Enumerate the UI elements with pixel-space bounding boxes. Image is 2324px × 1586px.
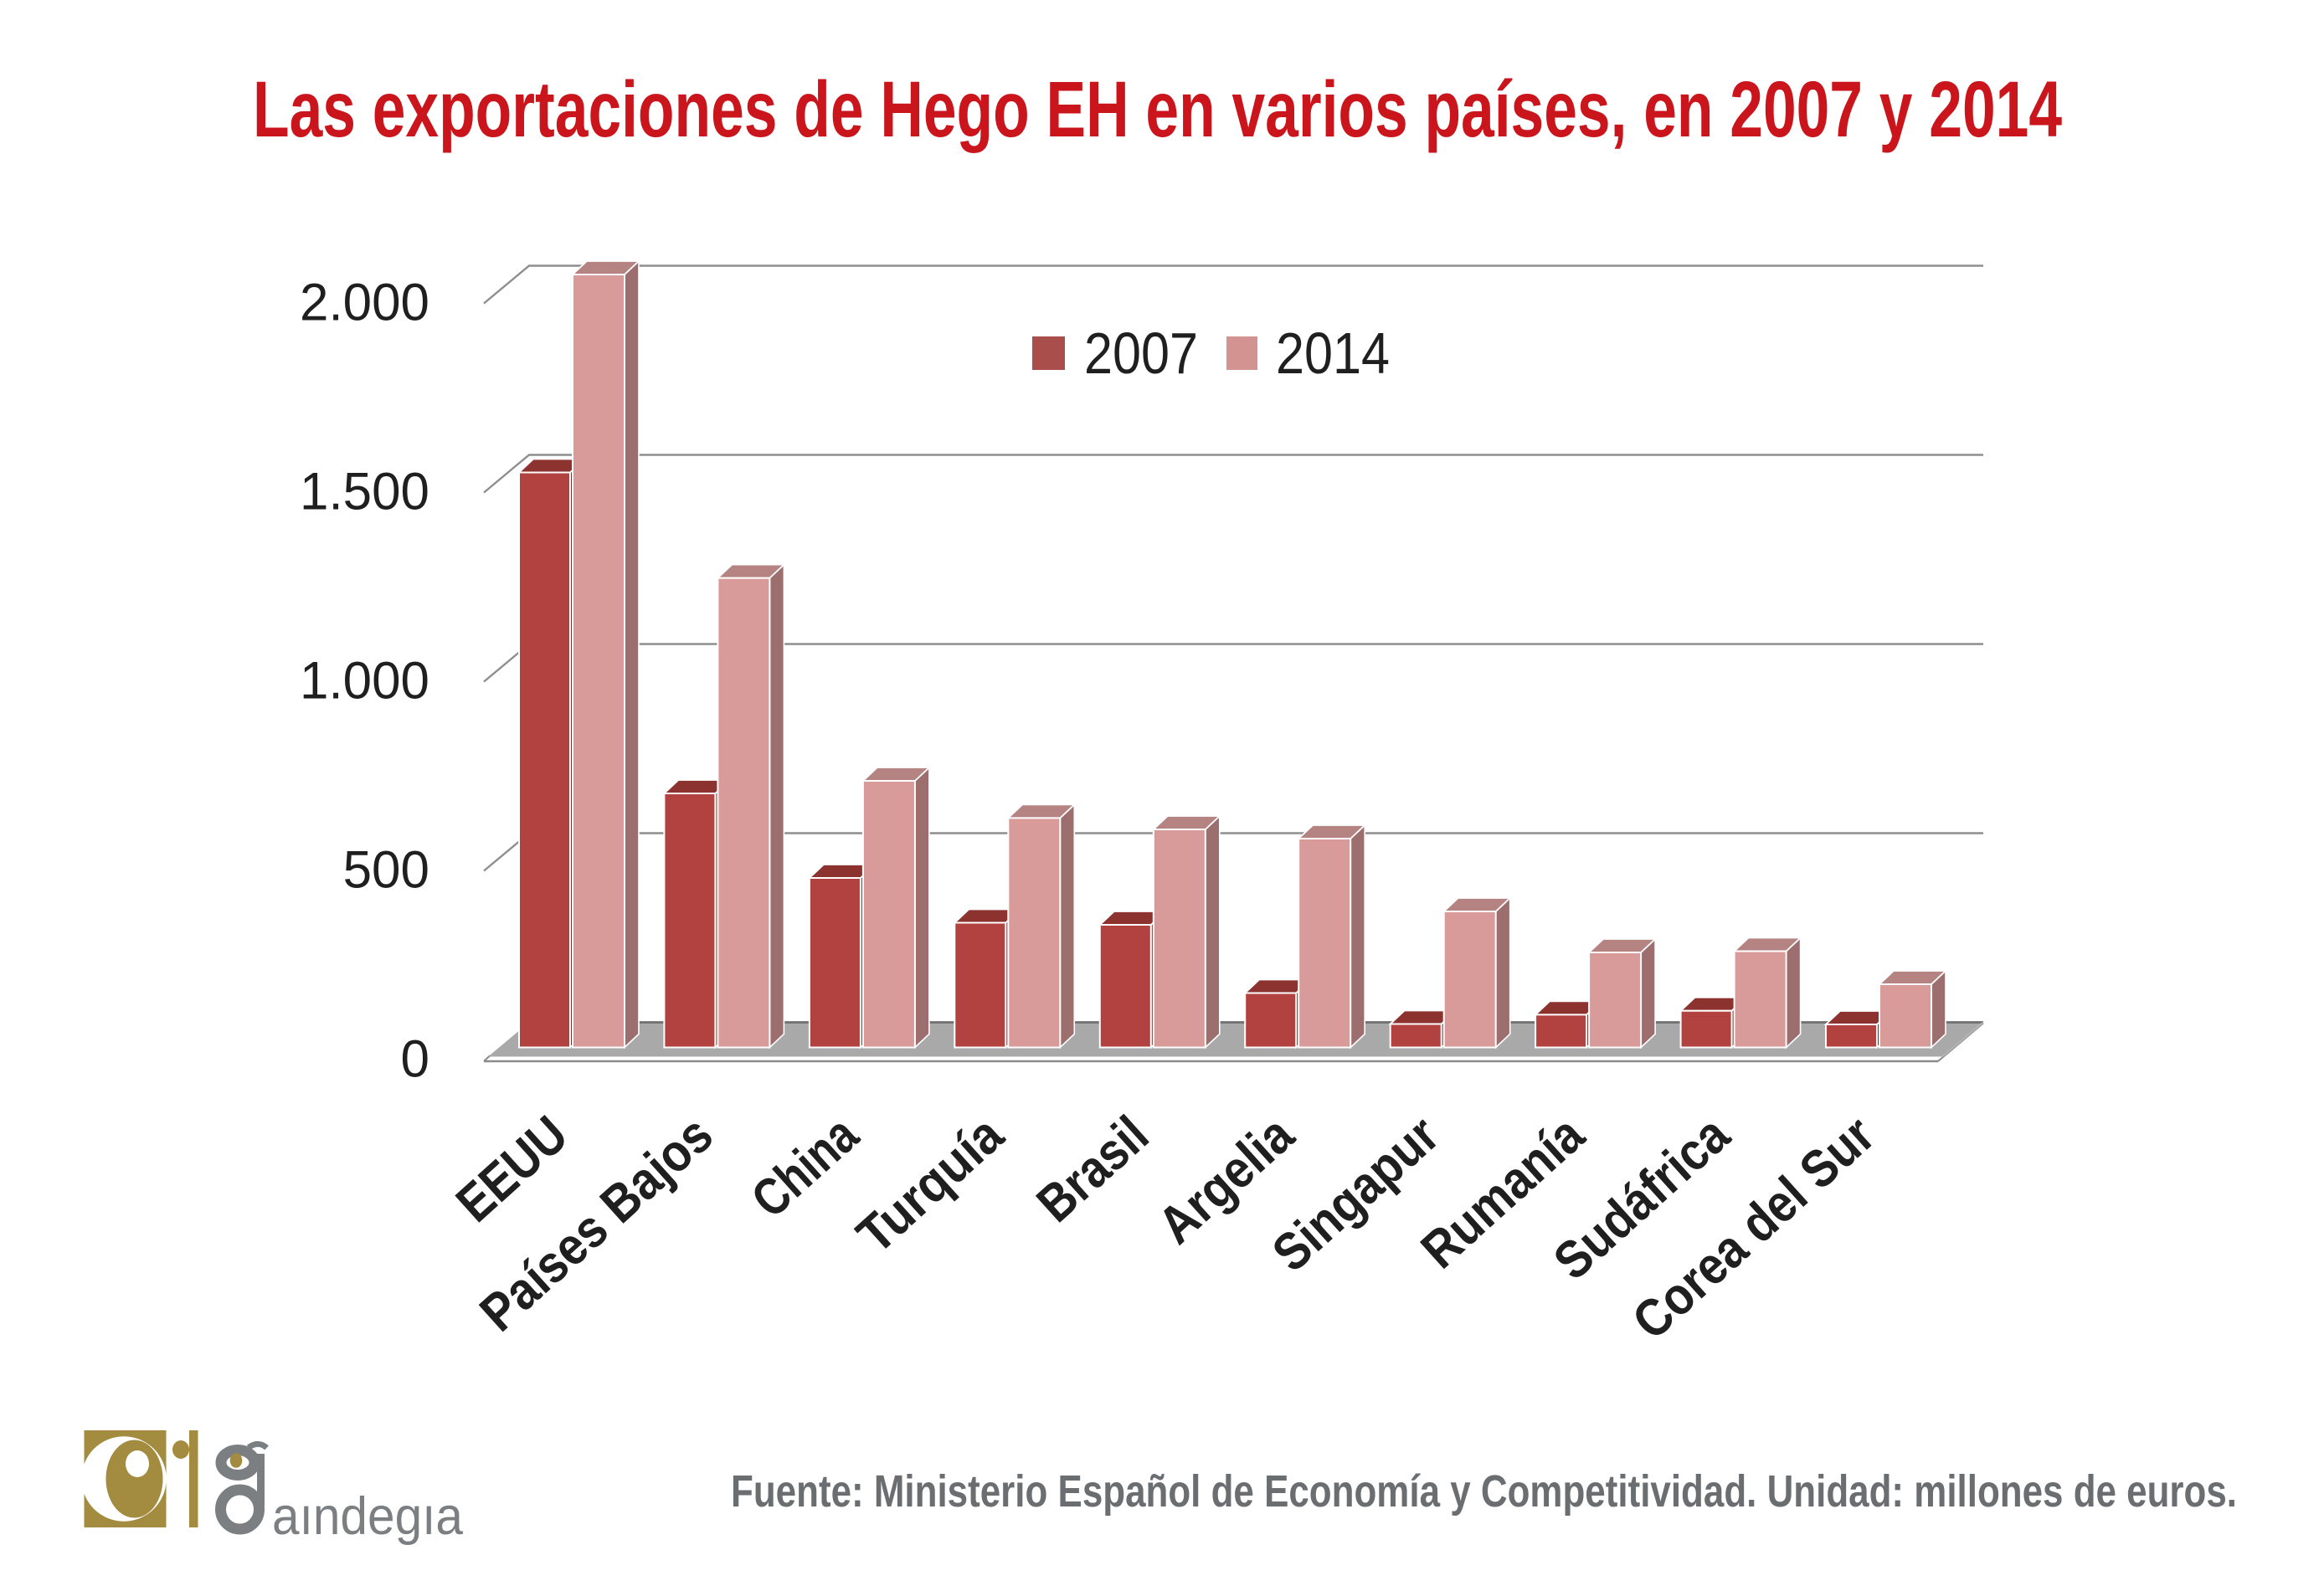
svg-text:2007: 2007 bbox=[1084, 321, 1198, 386]
svg-text:2.000: 2.000 bbox=[300, 274, 429, 332]
svg-text:0: 0 bbox=[401, 1030, 430, 1089]
svg-text:1.000: 1.000 bbox=[300, 652, 429, 711]
svg-text:aındegıa: aındegıa bbox=[272, 1487, 464, 1546]
svg-text:1.500: 1.500 bbox=[300, 463, 429, 521]
svg-text:Fuente: Ministerio Español de: Fuente: Ministerio Español de Economía y… bbox=[731, 1466, 2237, 1517]
svg-text:Las exportaciones de Hego EH e: Las exportaciones de Hego EH en varios p… bbox=[253, 65, 2062, 154]
svg-text:2014: 2014 bbox=[1276, 321, 1390, 386]
svg-text:500: 500 bbox=[343, 841, 429, 900]
